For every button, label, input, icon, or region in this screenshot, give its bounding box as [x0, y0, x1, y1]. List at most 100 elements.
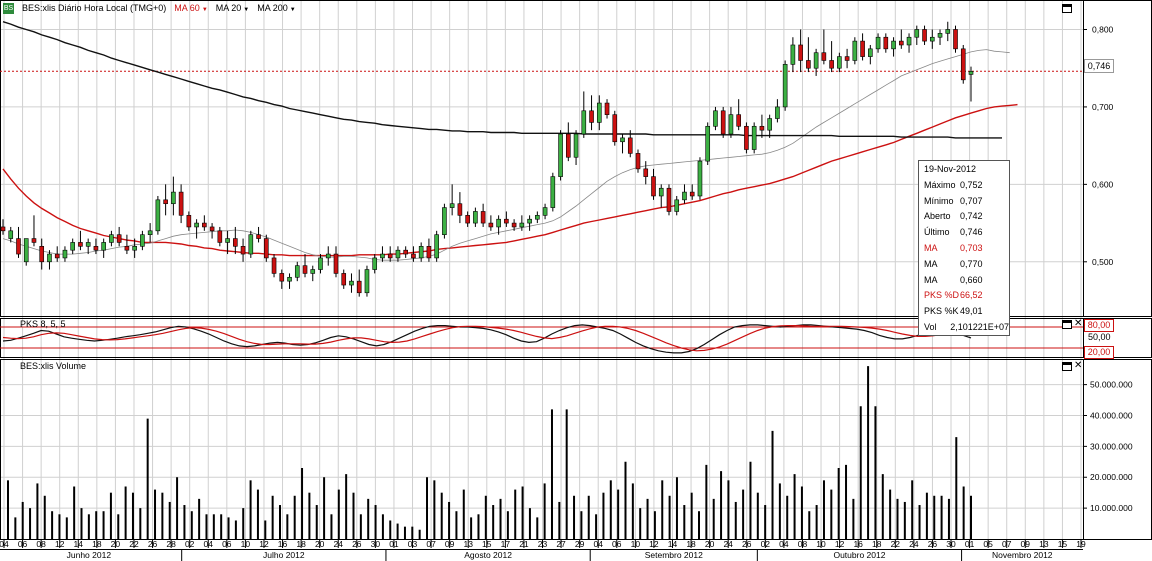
candle-down: [263, 238, 269, 259]
x-day-label: 18: [686, 539, 696, 549]
candle-up: [62, 249, 68, 259]
info-row: Mínimo 0,707: [919, 193, 1009, 209]
x-day-label: 16: [278, 539, 288, 549]
candle-down: [271, 257, 277, 274]
candle-down: [566, 133, 571, 158]
x-day-label: 12: [649, 539, 659, 549]
candle-down: [426, 246, 432, 259]
x-day-label: 29: [575, 539, 585, 549]
ma60-toggle[interactable]: MA 60 ▼: [174, 3, 208, 13]
candle-down: [860, 40, 865, 57]
candle-up: [318, 257, 323, 270]
x-day-label: 03: [408, 539, 418, 549]
current-price-tag: 0,746: [1084, 59, 1114, 73]
info-label: MA: [924, 243, 938, 254]
candle-up: [790, 44, 796, 65]
candle-down: [54, 253, 60, 259]
candle-up: [194, 222, 199, 228]
candle-up: [535, 215, 540, 220]
volume-panel[interactable]: [7, 366, 972, 539]
candle-up: [225, 238, 230, 243]
candle-down: [302, 265, 308, 274]
candle-up: [891, 40, 896, 50]
symbol-title[interactable]: BES:xlis Diário Hora Local (TMG+0): [22, 3, 167, 13]
x-day-label: 07: [1002, 539, 1012, 549]
volume-label: BES:xlis Volume: [20, 361, 87, 371]
candle-down: [635, 153, 641, 170]
candle-up: [697, 160, 703, 197]
candle-down: [403, 249, 408, 255]
x-day-label: 30: [371, 539, 381, 549]
candle-down: [612, 114, 618, 143]
x-day-label: 27: [556, 539, 566, 549]
info-label: PKS %D: [924, 290, 960, 301]
candle-down: [922, 29, 927, 42]
stochastic-panel[interactable]: [0, 324, 1083, 354]
candle-down: [333, 253, 339, 274]
candle-up: [596, 102, 602, 123]
candle-up: [775, 106, 780, 119]
candle-down: [627, 137, 633, 154]
candle-up: [705, 125, 711, 162]
x-day-label: 04: [204, 539, 214, 549]
x-day-label: 26: [928, 539, 938, 549]
stochastic-upper-tag: 80,00: [1084, 319, 1114, 332]
x-day-label: 12: [835, 539, 845, 549]
x-day-label: 10: [241, 539, 251, 549]
candle-down: [186, 215, 192, 228]
candle-down: [31, 238, 37, 243]
x-month-label: Novembro 2012: [992, 550, 1053, 560]
dropdown-arrow-icon: ▼: [243, 7, 250, 13]
axes: 04 06 08 12 14 18 20 22 26 28 02 04 06 10 12 16 18 20 24 26…: [0, 24, 1133, 561]
candle-up: [418, 246, 424, 259]
chart-header: BS BES:xlis Diário Hora Local (TMG+0) MA…: [3, 2, 296, 14]
ma20-toggle[interactable]: MA 20 ▼: [215, 3, 250, 13]
info-label: MA: [924, 274, 938, 285]
candle-up: [813, 52, 819, 69]
candle-down: [0, 226, 6, 232]
x-day-label: 14: [668, 539, 678, 549]
info-label: Último: [924, 227, 950, 238]
info-label: Aberto: [924, 211, 951, 222]
candle-up: [968, 71, 974, 75]
candle-up: [906, 36, 912, 46]
close-volume-panel-icon[interactable]: ✕: [1074, 360, 1083, 371]
x-day-label: 18: [296, 539, 306, 549]
maximize-volume-panel-icon[interactable]: [1062, 362, 1072, 371]
close-stochastic-panel-icon[interactable]: ✕: [1074, 318, 1083, 329]
candle-down: [341, 273, 347, 286]
y-tick-label: 0,600: [1092, 179, 1114, 189]
candle-up: [47, 253, 52, 263]
info-label: MA: [924, 258, 938, 269]
candle-up: [852, 40, 858, 61]
candle-down: [821, 52, 827, 61]
x-day-label: 22: [891, 539, 901, 549]
info-label: Mínimo: [924, 195, 954, 206]
exchange-logo: BS: [3, 2, 14, 14]
maximize-price-panel-icon[interactable]: [1062, 4, 1072, 13]
x-month-label: Setembro 2012: [645, 550, 703, 560]
info-value: 2,101221E+07: [950, 322, 1009, 333]
candle-down: [387, 253, 393, 259]
candle-up: [325, 253, 331, 259]
x-day-label: 06: [18, 539, 28, 549]
candle-down: [217, 230, 223, 243]
price-panel[interactable]: [0, 21, 1083, 297]
stochastic-line-pksk: [2, 324, 972, 354]
x-month-label: Julho 2012: [263, 550, 305, 560]
x-day-label: 01: [965, 539, 975, 549]
maximize-stochastic-panel-icon[interactable]: [1062, 320, 1072, 329]
stochastic-line-pksd: [2, 325, 972, 352]
x-day-label: 24: [723, 539, 733, 549]
ma200-toggle[interactable]: MA 200 ▼: [257, 3, 296, 13]
candle-down: [960, 48, 966, 81]
candle-up: [558, 133, 563, 177]
ma-line-ma60: [2, 103, 1018, 257]
candle-up: [929, 36, 935, 42]
x-month-label: Agosto 2012: [464, 550, 512, 560]
candle-up: [380, 253, 385, 259]
candle-up: [294, 265, 300, 278]
candle-down: [604, 102, 610, 115]
candle-up: [101, 242, 106, 251]
